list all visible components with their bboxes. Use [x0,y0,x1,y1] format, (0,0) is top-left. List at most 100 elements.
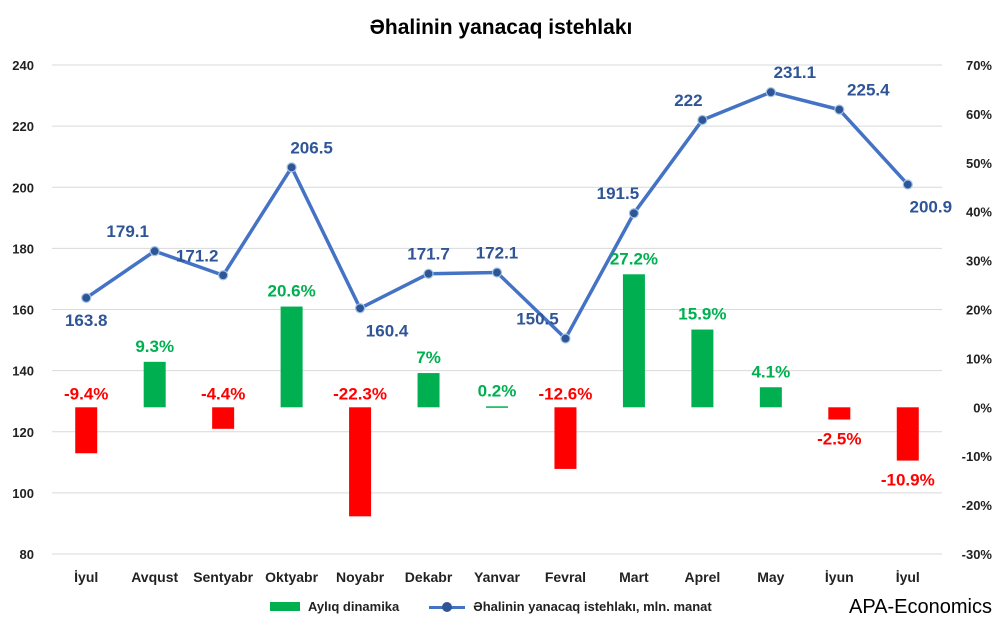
line-value-label: 225.4 [847,81,890,100]
right-axis-tick-label: 70% [966,58,992,73]
line-value-label: 222 [674,91,702,110]
right-axis-tick-label: 20% [966,303,992,318]
line-point [149,246,160,257]
legend-bar-swatch-icon [270,602,300,611]
right-axis-tick-label: 0% [973,400,992,415]
line-point [765,87,776,98]
line-point [902,179,913,190]
category-label: İyul [74,569,98,585]
left-axis-tick-label: 200 [12,180,34,195]
line-point [560,333,571,344]
category-label: Mart [619,569,649,585]
bar [143,361,166,408]
category-label: İyul [896,569,920,585]
category-label: İyun [825,569,854,585]
left-axis-tick-label: 180 [12,241,34,256]
bar [896,407,919,461]
line-value-label: 231.1 [774,63,817,82]
chart-title: Əhalinin yanacaq istehlakı [369,16,633,39]
category-label: Dekabr [405,569,453,585]
bar [554,407,577,469]
legend-item-line: Əhalinin yanacaq istehlakı, mln. manat [429,599,712,614]
category-label: Oktyabr [265,569,318,585]
category-label: Noyabr [336,569,385,585]
bar [828,407,851,420]
line-point [286,162,297,173]
line-value-label: 160.4 [366,321,409,340]
legend: Aylıq dinamika Əhalinin yanacaq istehlak… [270,599,742,614]
category-label: May [757,569,784,585]
legend-line-marker-icon [429,601,466,612]
bar [486,406,508,408]
line-value-label: 171.2 [176,246,219,265]
line-value-label: 179.1 [106,222,149,241]
left-axis-tick-label: 100 [12,486,34,501]
left-axis-tick-label: 220 [12,119,34,134]
bar-value-label: -22.3% [333,384,387,403]
bar [349,407,372,517]
line-value-label: 191.5 [597,184,640,203]
right-axis-tick-label: 10% [966,351,992,366]
right-axis-tick-label: 30% [966,254,992,269]
bar-value-label: -4.4% [201,384,245,403]
bar [212,407,235,429]
right-axis-tick-label: 40% [966,205,992,220]
line-point [81,292,92,303]
line-value-label: 163.8 [65,311,108,330]
bar-value-label: 20.6% [268,282,316,301]
right-axis-tick-label: 50% [966,156,992,171]
right-axis-tick-label: 60% [966,107,992,122]
bar [75,407,98,454]
line-point [491,267,503,278]
line-point [697,114,708,126]
bar [691,329,714,408]
line-point [834,104,845,115]
left-axis-tick-label: 240 [12,58,34,73]
category-axis-labels: İyul Avqust Sentyabr Oktyabr Noyabr Dekabr Yan… [74,569,920,585]
line-point [628,208,640,219]
legend-line-label: Əhalinin yanacaq istehlakı, mln. manat [473,599,712,614]
bar-series [75,274,919,517]
line-value-label: 200.9 [909,197,952,216]
legend-bar-label: Aylıq dinamika [308,599,400,614]
category-label: Sentyabr [193,569,253,585]
bar-value-label: 7% [416,348,441,367]
legend-item-bars: Aylıq dinamika [270,599,399,614]
left-axis-tick-label: 80 [20,547,34,562]
category-label: Aprel [684,569,720,585]
right-axis-ticks: -30% -20% -10% 0% 10% 20% 30% 40% 50% 60% 70% [962,58,993,562]
bar-value-label: -12.6% [539,384,593,403]
right-axis-tick-label: -20% [962,498,993,513]
line-value-label: 171.7 [407,245,450,264]
grid-lines [52,64,942,555]
bar [622,274,645,408]
bar-value-label: 27.2% [610,249,658,268]
bar-value-label: 15.9% [678,305,726,324]
line-point [423,268,434,279]
line-value-label: 172.1 [476,244,519,263]
right-axis-tick-label: -30% [962,547,993,562]
line-point [218,270,229,281]
bar-value-label: -9.4% [64,384,108,403]
bar [417,373,440,408]
right-axis-tick-label: -10% [962,449,993,464]
line-series [81,87,913,344]
left-axis-tick-label: 140 [12,364,34,379]
line-value-label: 206.5 [290,138,333,157]
category-label: Yanvar [474,569,520,585]
bar [280,306,303,408]
data-labels: -9.4% 9.3% -4.4% 20.6% -22.3% 7% 0.2% -12.6% 27.… [64,63,952,489]
left-axis-ticks: 80 100 120 140 160 180 200 220 240 [12,58,34,562]
line-value-label: 150.5 [516,310,559,329]
line-path [85,90,910,341]
left-axis-tick-label: 120 [12,425,34,440]
line-point [354,303,366,314]
bar-value-label: -2.5% [817,430,861,449]
source-credit: APA-Economics [848,596,992,618]
bar-value-label: 0.2% [478,381,517,400]
category-label: Avqust [131,569,178,585]
bar-value-label: 9.3% [135,337,174,356]
bar-value-label: 4.1% [751,362,790,381]
bar [759,387,782,408]
